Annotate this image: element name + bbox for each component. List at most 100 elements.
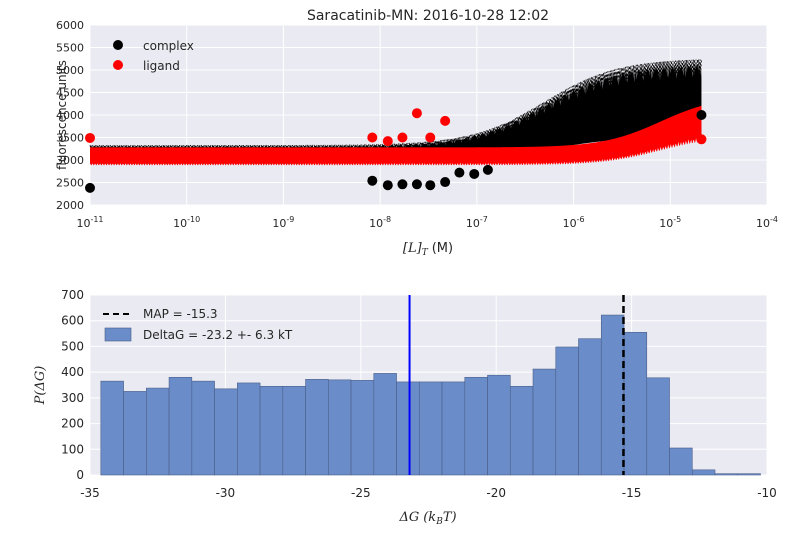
bottom-x-tick-label: -35: [80, 486, 100, 500]
top-y-tick-label: 4500: [56, 87, 84, 100]
histogram-bar: [123, 391, 147, 476]
bottom-y-axis-label: P(ΔG): [33, 366, 48, 406]
reference-lines: [408, 295, 625, 475]
histogram-bar: [600, 314, 625, 476]
top-y-ticks: 2000 2500 3000 3500 4000 4500 5000 5500 6000: [56, 19, 84, 212]
dg-label: ΔG: [398, 510, 419, 525]
bottom-y-tick-label: 700: [61, 288, 84, 302]
histogram-bar: [737, 473, 761, 476]
point-complex: [397, 179, 408, 190]
top-y-axis-label: fluorescence units: [55, 60, 69, 170]
legend-label-map: MAP = -15.3: [143, 307, 218, 321]
dg-label-tail: T: [443, 510, 453, 525]
bottom-y-tick-label: 0: [76, 468, 84, 482]
point-complex: [411, 179, 422, 190]
top-y-tick-label: 5500: [56, 42, 84, 55]
point-complex: [440, 177, 451, 188]
top-x-tick-label: 10-4: [756, 215, 778, 230]
point-ligand: [425, 132, 436, 143]
legend-label-complex: complex: [143, 39, 194, 53]
complex-model-edge: [89, 59, 702, 149]
top-y-tick-label: 6000: [56, 19, 84, 32]
histogram-bars: [100, 314, 761, 476]
top-x-axis-label: [L]T (M): [403, 241, 453, 258]
bottom-legend: MAP = -15.3 DeltaG = -23.2 +- 6.3 kT: [103, 307, 293, 342]
histogram-bar: [646, 377, 670, 476]
legend-marker-ligand: [113, 60, 123, 70]
ligand-model-band: [90, 105, 702, 166]
bottom-y-tick-label: 600: [61, 314, 84, 328]
histogram-bar: [418, 381, 443, 476]
x-label-math: [L]: [403, 241, 423, 256]
bottom-y-tick-label: 300: [61, 391, 84, 405]
point-complex: [696, 110, 707, 120]
point-complex: [454, 167, 465, 178]
top-x-tick-label: 10-10: [173, 215, 200, 230]
top-y-tick-label: 2500: [56, 177, 84, 190]
top-x-tick-label: 10-7: [466, 215, 488, 230]
point-complex: [367, 175, 378, 186]
legend-label-ligand: ligand: [143, 59, 180, 73]
top-x-tick-label: 10-6: [563, 215, 585, 230]
histogram-bar: [168, 376, 193, 476]
bottom-x-tick-label: -25: [351, 486, 371, 500]
top-y-tick-label: 3000: [56, 154, 84, 167]
data-points: [85, 108, 707, 193]
histogram-bar: [214, 388, 238, 476]
histogram-bar: [464, 376, 488, 476]
top-y-tick-label: 5000: [56, 64, 84, 77]
complex-model-band: [90, 61, 702, 164]
histogram-bar: [350, 380, 375, 476]
point-ligand: [411, 108, 422, 119]
bottom-y-ticks: 0 100 200 300 400 500 600 700: [61, 288, 84, 482]
bottom-y-tick-label: 400: [61, 365, 84, 379]
bottom-x-tick-label: -10: [757, 486, 777, 500]
histogram-bar: [509, 385, 534, 476]
histogram-bar: [532, 368, 557, 476]
bottom-x-tick-label: -15: [622, 486, 642, 500]
histogram-bar: [100, 380, 124, 476]
point-ligand: [382, 136, 393, 147]
top-x-tick-label: 10-5: [659, 215, 681, 230]
top-x-tick-label: 10-11: [76, 215, 103, 230]
histogram-bar: [578, 338, 602, 476]
top-x-tick-label: 10-8: [369, 215, 391, 230]
x-label-unit: (M): [432, 241, 453, 256]
histogram-bar: [259, 385, 284, 476]
bottom-y-tick-label: 200: [61, 417, 84, 431]
bottom-y-tick-label: 100: [61, 442, 84, 456]
histogram-bar: [191, 380, 215, 476]
legend-label-hist: DeltaG = -23.2 +- 6.3 kT: [143, 328, 293, 342]
histogram-bar: [237, 382, 261, 476]
histogram-bar: [396, 381, 420, 476]
point-ligand: [696, 134, 707, 145]
dg-label-sub: B: [435, 517, 443, 527]
histogram-bar: [373, 373, 397, 476]
point-ligand: [85, 132, 95, 143]
bottom-y-tick-label: 500: [61, 339, 84, 353]
legend-marker-complex: [113, 40, 123, 50]
histogram-bar: [691, 469, 716, 476]
bottom-x-axis-label: ΔG (kBT): [398, 510, 456, 527]
histogram-bar: [669, 447, 693, 476]
bottom-x-ticks: -35 -30 -25 -20 -15 -10: [80, 486, 777, 500]
point-complex: [382, 180, 393, 191]
histogram-bar: [555, 346, 579, 476]
point-ligand: [367, 132, 378, 143]
point-ligand: [440, 115, 451, 126]
top-legend: complex ligand: [113, 39, 194, 73]
bottom-panel: -35 -30 -25 -20 -15 -10 0 100 200 300 400 500 600 70…: [33, 288, 777, 527]
top-x-ticks: 10-11 10-10 10-9 10-8 10-7 10-6 10-5 10-4: [76, 215, 778, 230]
bottom-x-tick-label: -30: [216, 486, 236, 500]
top-chart-title: Saracatinib-MN: 2016-10-28 12:02: [307, 8, 549, 24]
dg-label-k: k: [428, 510, 436, 525]
top-y-tick-label: 3500: [56, 132, 84, 145]
top-y-tick-label: 4000: [56, 109, 84, 122]
model-bands: [89, 59, 702, 166]
top-y-tick-label: 2000: [56, 199, 84, 212]
point-complex: [469, 168, 480, 179]
legend-marker-hist: [104, 327, 132, 342]
histogram-bar: [623, 331, 648, 476]
x-label-sub: T: [422, 248, 429, 258]
histogram-bar: [305, 379, 329, 476]
